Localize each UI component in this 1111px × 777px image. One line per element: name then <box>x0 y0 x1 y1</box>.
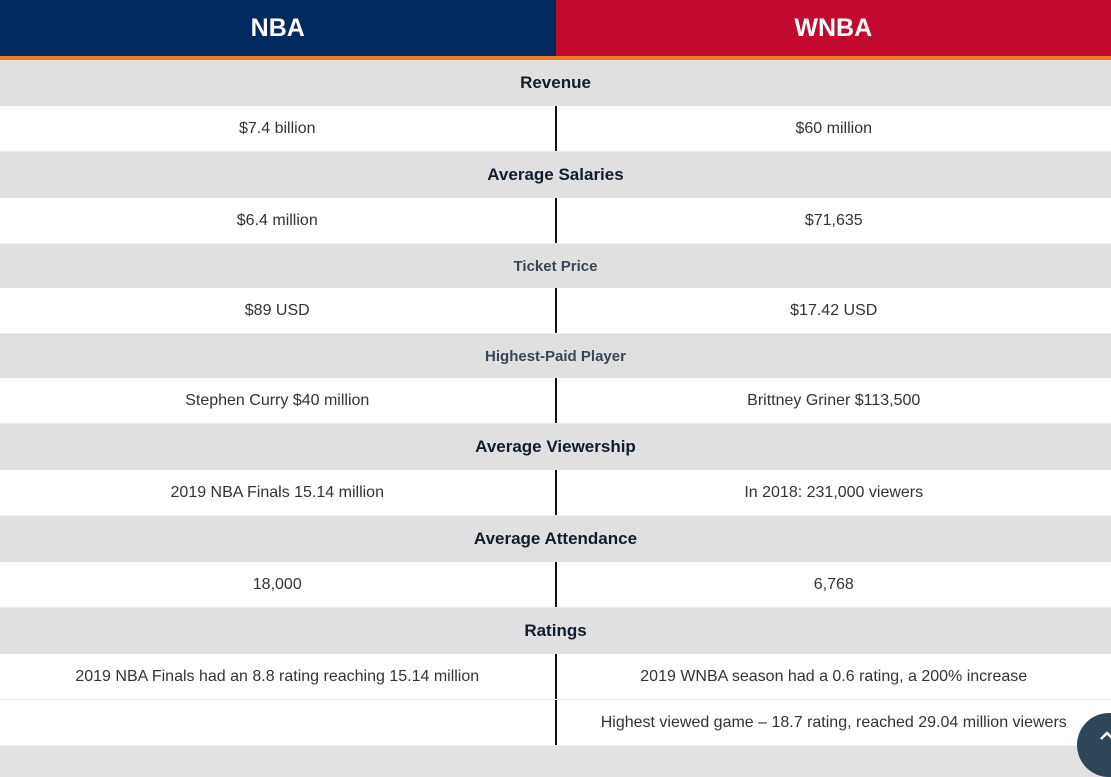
wnba-cell: $17.42 USD <box>557 288 1111 333</box>
section-title: Ticket Price <box>0 244 1111 288</box>
section-title: Ratings <box>0 608 1111 654</box>
wnba-cell: Brittney Griner $113,500 <box>557 378 1111 423</box>
section-title: Revenue <box>0 60 1111 106</box>
nba-cell: Stephen Curry $40 million <box>0 378 557 423</box>
nba-cell <box>0 700 557 745</box>
nba-cell: 2019 NBA Finals had an 8.8 rating reachi… <box>0 654 557 699</box>
wnba-cell: 2019 WNBA season had a 0.6 rating, a 200… <box>557 654 1111 699</box>
nba-header: NBA <box>0 0 556 56</box>
nba-cell: 2019 NBA Finals 15.14 million <box>0 470 557 515</box>
table-row: $89 USD$17.42 USD <box>0 288 1111 334</box>
table-row: 2019 NBA Finals had an 8.8 rating reachi… <box>0 654 1111 700</box>
wnba-cell: $60 million <box>557 106 1111 151</box>
wnba-cell: $71,635 <box>557 198 1111 243</box>
nba-cell: $89 USD <box>0 288 557 333</box>
table-row: Highest viewed game – 18.7 rating, reach… <box>0 700 1111 746</box>
table-row: $7.4 billion$60 million <box>0 106 1111 152</box>
wnba-header: WNBA <box>556 0 1111 56</box>
section-title: Average Salaries <box>0 152 1111 198</box>
nba-cell: $6.4 million <box>0 198 557 243</box>
section-title: Average Viewership <box>0 424 1111 470</box>
table-row: $6.4 million$71,635 <box>0 198 1111 244</box>
section-title: Average Attendance <box>0 516 1111 562</box>
wnba-cell: In 2018: 231,000 viewers <box>557 470 1111 515</box>
section-title: Highest-Paid Player <box>0 334 1111 378</box>
nba-cell: 18,000 <box>0 562 557 607</box>
wnba-cell: 6,768 <box>557 562 1111 607</box>
table-header: NBA WNBA <box>0 0 1111 60</box>
chevron-icon <box>1085 721 1111 751</box>
wnba-cell: Highest viewed game – 18.7 rating, reach… <box>557 700 1111 745</box>
nba-cell: $7.4 billion <box>0 106 557 151</box>
